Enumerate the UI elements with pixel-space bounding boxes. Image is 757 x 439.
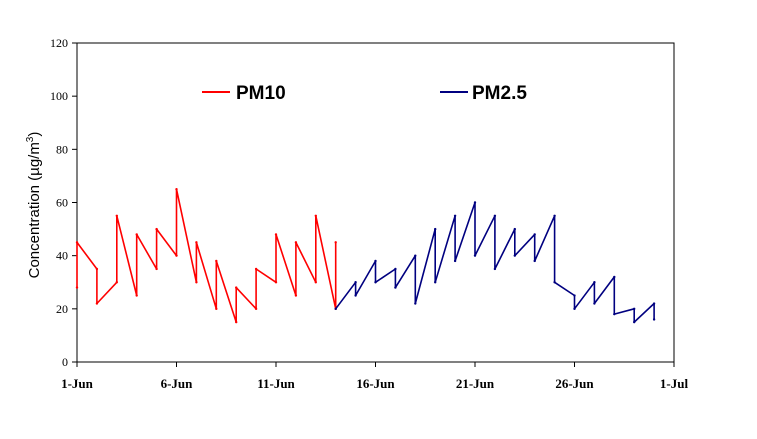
x-tick-label-4: 21-Jun [456, 376, 495, 391]
series-0-point-18 [254, 307, 258, 311]
series-0-point-16 [235, 320, 238, 324]
y-tick-label-6: 120 [50, 36, 68, 50]
series-1-point-23 [573, 294, 576, 297]
series-1-point-19 [533, 233, 536, 236]
series-1 [334, 201, 656, 324]
x-tick-label-5: 26-Jun [555, 376, 594, 391]
y-axis-ticks: 0 20 40 60 80 100 120 [50, 36, 77, 369]
series-0-point-20 [274, 281, 278, 284]
series-0-point-5 [115, 214, 119, 217]
series-1-point-31 [652, 302, 656, 305]
series-1-point-22 [553, 281, 556, 284]
y-axis-title-text: Concentration (µg/m [26, 142, 43, 278]
x-axis-ticks: 1-Jun 6-Jun 11-Jun 16-Jun 21-Jun 26-Jun 1-Jul [61, 362, 688, 391]
series-1-point-26 [593, 302, 596, 305]
series-1-point-27 [613, 275, 616, 279]
y-axis-title-close: ) [26, 132, 43, 137]
series-1-point-4 [374, 281, 377, 284]
x-tick-label-0: 1-Jun [61, 376, 94, 391]
series-lines [75, 188, 656, 324]
series-1-point-9 [434, 227, 437, 231]
series-1-point-14 [473, 254, 477, 257]
series-1-point-28 [613, 312, 616, 316]
legend-label-pm10: PM10 [236, 83, 286, 104]
series-1-point-25 [593, 281, 596, 284]
series-0-point-0 [75, 286, 79, 289]
series-0-point-8 [155, 267, 158, 271]
series-0-point-7 [135, 233, 138, 236]
x-tick-label-3: 16-Jun [356, 376, 395, 391]
series-1-point-2 [354, 294, 357, 297]
series-0-point-19 [254, 267, 258, 271]
series-1-point-13 [473, 201, 477, 204]
series-1-point-32 [652, 318, 656, 321]
series-1-point-30 [633, 320, 636, 324]
series-0-point-25 [314, 214, 317, 217]
series-1-point-1 [354, 281, 357, 284]
series-0-point-9 [155, 227, 158, 231]
plot-area [76, 42, 675, 363]
series-0-point-23 [294, 241, 298, 244]
series-0-point-22 [294, 294, 298, 297]
series-1-point-29 [633, 307, 636, 311]
series-1-point-17 [513, 227, 516, 231]
series-1-point-5 [394, 267, 397, 271]
y-tick-label-2: 40 [56, 249, 68, 263]
series-1-point-3 [374, 259, 377, 263]
x-tick-label-2: 11-Jun [257, 376, 295, 391]
series-1-point-11 [453, 214, 457, 217]
series-0-point-11 [175, 188, 178, 191]
series-1-point-7 [414, 254, 417, 257]
series-0-point-24 [314, 281, 317, 284]
series-1-point-21 [553, 214, 556, 217]
series-0-point-12 [195, 281, 198, 284]
legend-label-pm25: PM2.5 [472, 83, 527, 104]
series-0-point-27 [334, 241, 337, 244]
series-0-point-1 [75, 241, 79, 244]
series-0-point-10 [175, 254, 178, 257]
series-0-point-2 [95, 267, 99, 271]
y-tick-label-4: 80 [56, 142, 68, 156]
series-1-point-18 [513, 254, 516, 257]
y-axis-title-superscript: 3 [25, 136, 36, 142]
series-0-point-21 [274, 233, 278, 236]
y-tick-label-0: 0 [62, 355, 68, 369]
series-1-point-10 [434, 281, 437, 284]
series-1-point-0 [334, 307, 337, 311]
x-tick-label-6: 1-Jul [660, 376, 689, 391]
series-0 [75, 188, 337, 324]
series-1-point-15 [493, 214, 497, 217]
legend: PM10 PM2.5 [202, 83, 527, 104]
series-0-point-17 [235, 286, 238, 289]
series-0-point-4 [115, 281, 119, 284]
x-tick-label-1: 6-Jun [161, 376, 194, 391]
series-1-point-8 [414, 302, 417, 305]
series-1-point-20 [533, 259, 536, 263]
y-axis-title: Concentration (µg/m3) [25, 132, 43, 279]
y-tick-label-5: 100 [50, 89, 68, 103]
series-0-point-6 [135, 294, 138, 297]
series-1-point-6 [394, 286, 397, 289]
series-1-point-24 [573, 307, 576, 311]
series-0-point-3 [95, 302, 99, 305]
series-1-point-12 [453, 259, 457, 263]
series-0-point-14 [215, 307, 218, 311]
y-tick-label-1: 20 [56, 302, 68, 316]
series-0-point-15 [215, 259, 218, 263]
series-1-point-16 [493, 267, 497, 271]
series-0-point-13 [195, 241, 198, 244]
series-line-0 [76, 188, 337, 323]
y-tick-label-3: 60 [56, 196, 68, 210]
